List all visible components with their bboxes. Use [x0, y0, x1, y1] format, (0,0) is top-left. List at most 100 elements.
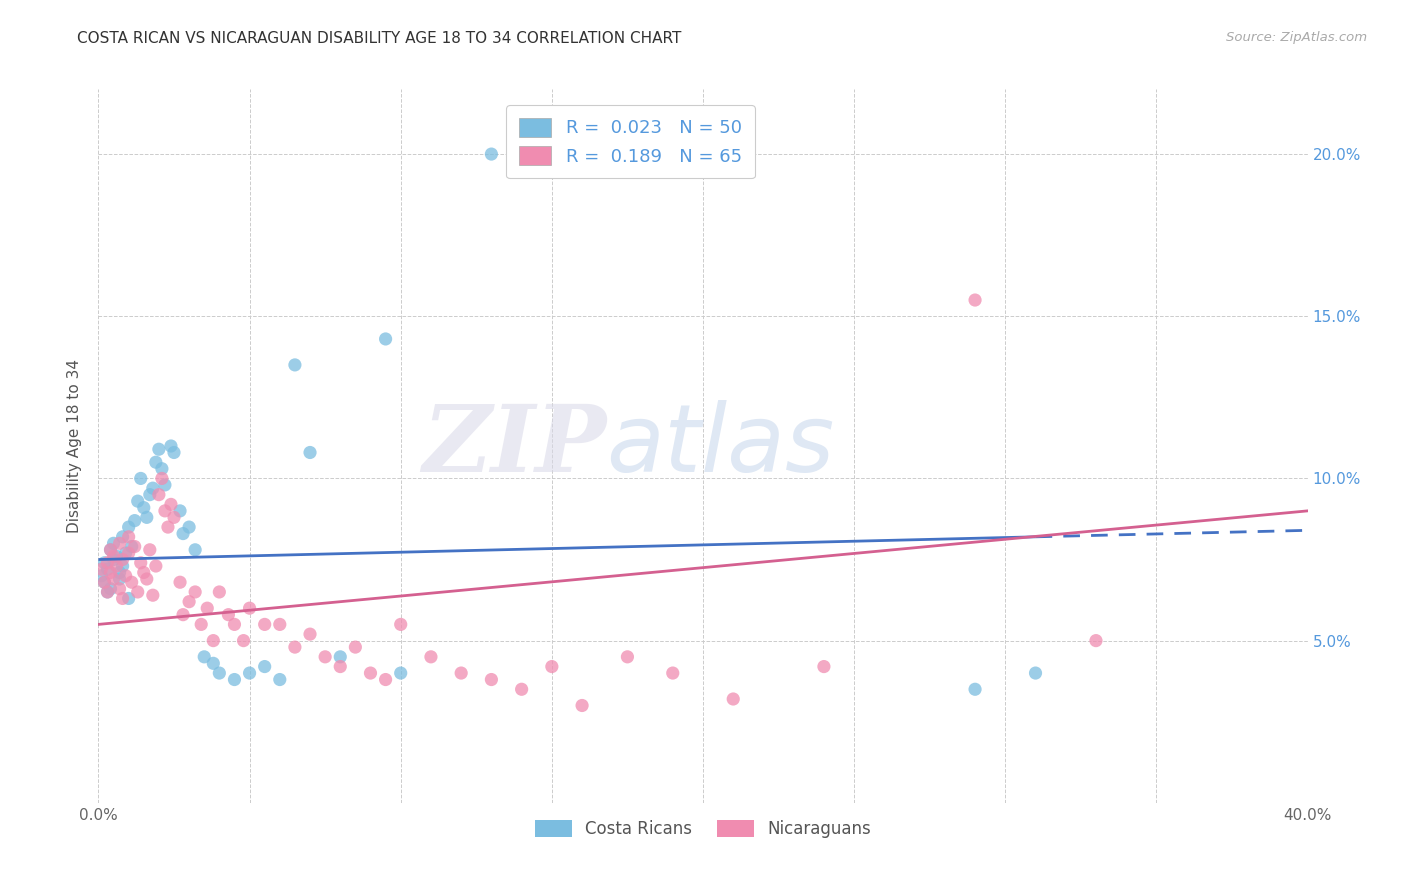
- Text: Source: ZipAtlas.com: Source: ZipAtlas.com: [1226, 31, 1367, 45]
- Point: [153, 478, 176, 492]
- Y-axis label: Disability Age 18 to 34: Disability Age 18 to 34: [67, 359, 83, 533]
- Point: [150, 461, 173, 475]
- Point: [540, 659, 562, 673]
- Point: [153, 504, 176, 518]
- Point: [111, 552, 134, 566]
- Point: [232, 633, 254, 648]
- Point: [100, 566, 122, 580]
- Point: [129, 556, 152, 570]
- Point: [965, 682, 987, 697]
- Point: [96, 585, 118, 599]
- Point: [135, 510, 157, 524]
- Point: [111, 591, 134, 606]
- Point: [208, 585, 231, 599]
- Point: [103, 552, 125, 566]
- Point: [111, 530, 134, 544]
- Point: [723, 692, 745, 706]
- Point: [145, 455, 167, 469]
- Point: [100, 542, 122, 557]
- Point: [360, 666, 382, 681]
- Point: [224, 673, 246, 687]
- Point: [571, 698, 593, 713]
- Point: [299, 627, 322, 641]
- Point: [114, 568, 136, 582]
- Point: [108, 582, 131, 596]
- Point: [269, 617, 291, 632]
- Point: [118, 546, 141, 560]
- Point: [132, 500, 155, 515]
- Point: [96, 556, 118, 570]
- Point: [269, 673, 291, 687]
- Point: [193, 649, 215, 664]
- Point: [121, 540, 143, 554]
- Point: [179, 595, 201, 609]
- Point: [114, 546, 136, 560]
- Point: [108, 572, 131, 586]
- Point: [965, 293, 987, 307]
- Point: [129, 471, 152, 485]
- Text: atlas: atlas: [606, 401, 835, 491]
- Point: [190, 617, 212, 632]
- Point: [374, 673, 396, 687]
- Point: [103, 572, 125, 586]
- Point: [135, 572, 157, 586]
- Point: [111, 559, 134, 574]
- Point: [661, 666, 683, 681]
- Point: [329, 659, 352, 673]
- Point: [284, 640, 307, 654]
- Point: [160, 439, 183, 453]
- Point: [132, 566, 155, 580]
- Point: [150, 471, 173, 485]
- Point: [202, 633, 225, 648]
- Point: [105, 549, 128, 564]
- Point: [127, 585, 149, 599]
- Point: [139, 542, 162, 557]
- Point: [118, 591, 141, 606]
- Point: [284, 358, 307, 372]
- Point: [172, 607, 194, 622]
- Point: [195, 601, 218, 615]
- Point: [389, 617, 412, 632]
- Point: [118, 520, 141, 534]
- Point: [163, 510, 186, 524]
- Point: [420, 649, 443, 664]
- Point: [481, 673, 503, 687]
- Point: [148, 442, 170, 457]
- Point: [224, 617, 246, 632]
- Point: [179, 520, 201, 534]
- Point: [108, 536, 131, 550]
- Text: COSTA RICAN VS NICARAGUAN DISABILITY AGE 18 TO 34 CORRELATION CHART: COSTA RICAN VS NICARAGUAN DISABILITY AGE…: [77, 31, 682, 46]
- Point: [1085, 633, 1108, 648]
- Point: [108, 566, 131, 580]
- Point: [184, 585, 207, 599]
- Point: [100, 542, 122, 557]
- Point: [124, 514, 146, 528]
- Point: [172, 526, 194, 541]
- Point: [93, 575, 115, 590]
- Point: [299, 445, 322, 459]
- Point: [374, 332, 396, 346]
- Point: [344, 640, 367, 654]
- Point: [118, 530, 141, 544]
- Point: [169, 575, 191, 590]
- Point: [100, 582, 122, 596]
- Point: [314, 649, 336, 664]
- Point: [239, 601, 262, 615]
- Point: [329, 649, 352, 664]
- Point: [103, 536, 125, 550]
- Point: [145, 559, 167, 574]
- Point: [93, 556, 115, 570]
- Point: [163, 445, 186, 459]
- Point: [127, 494, 149, 508]
- Point: [139, 488, 162, 502]
- Point: [217, 607, 239, 622]
- Point: [239, 666, 262, 681]
- Point: [142, 481, 165, 495]
- Point: [124, 540, 146, 554]
- Point: [208, 666, 231, 681]
- Point: [148, 488, 170, 502]
- Point: [121, 575, 143, 590]
- Point: [96, 585, 118, 599]
- Point: [90, 568, 112, 582]
- Point: [510, 682, 533, 697]
